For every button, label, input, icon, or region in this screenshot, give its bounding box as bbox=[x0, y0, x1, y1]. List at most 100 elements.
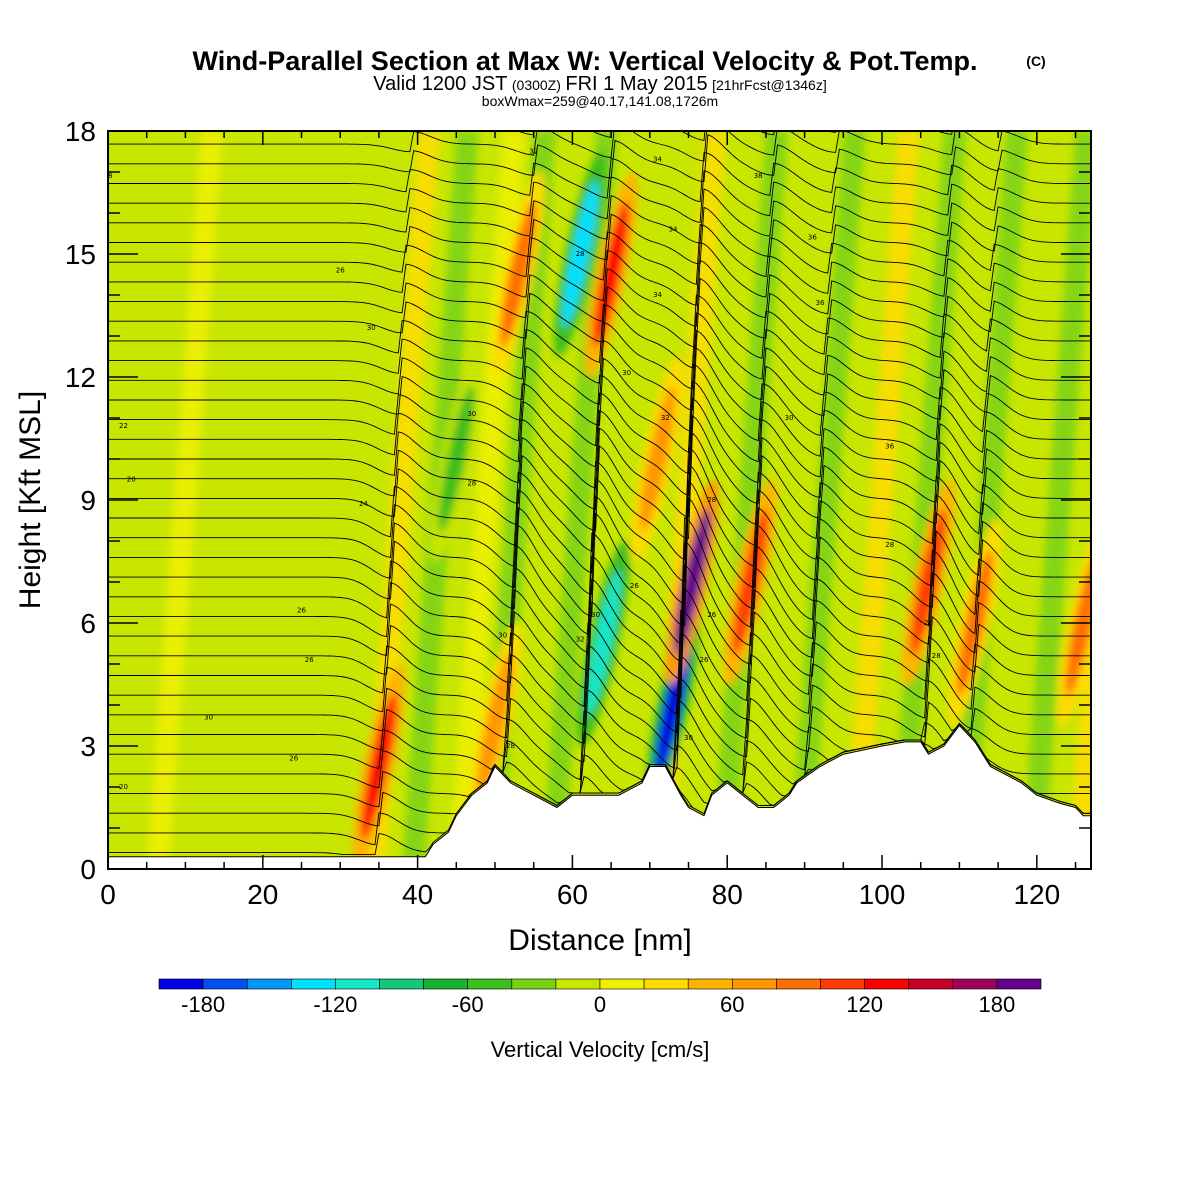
contour-label: 30 bbox=[498, 631, 507, 639]
theta-contour bbox=[108, 722, 1091, 808]
theta-contour bbox=[108, 632, 1091, 733]
colorbar-ticks: -180 -120 -60 0 60 120 180 bbox=[181, 992, 1015, 1017]
theta-contour bbox=[108, 241, 1091, 306]
contour-label: 20 bbox=[127, 476, 136, 484]
terrain bbox=[108, 724, 1091, 869]
x-tick-label: 100 bbox=[859, 879, 906, 910]
contour-label: 24 bbox=[359, 500, 368, 508]
x-tick-label: 20 bbox=[247, 879, 278, 910]
contour-label: 36 bbox=[808, 234, 817, 242]
contour-labels: 22 20 28 26 30 30 28 24 26 26 30 26 20 28 30 28 32 34 34 34… bbox=[104, 148, 941, 792]
colorbar-swatch bbox=[158, 978, 204, 990]
velocity-cell-core bbox=[593, 201, 630, 348]
contour-label: 26 bbox=[700, 656, 709, 664]
theta-contours bbox=[108, 131, 1091, 856]
theta-contour bbox=[108, 463, 1091, 583]
x-axis: 0 20 40 60 80 100 120 bbox=[100, 131, 1077, 910]
theta-contour bbox=[108, 609, 1091, 715]
theta-contour bbox=[108, 564, 1091, 680]
contour-label: 28 bbox=[924, 619, 933, 627]
contour-label: 28 bbox=[576, 250, 585, 258]
velocity-band bbox=[889, 131, 967, 869]
colorbar-tick-label: -180 bbox=[181, 992, 225, 1017]
theta-contour bbox=[108, 259, 1091, 327]
x-tick-label: 60 bbox=[557, 879, 588, 910]
chart-subtitle: Valid 1200 JST (0300Z) FRI 1 May 2015 [2… bbox=[373, 73, 826, 95]
contour-label: 34 bbox=[653, 156, 662, 164]
x-tick-label: 40 bbox=[402, 879, 433, 910]
contour-label: 28 bbox=[932, 652, 941, 660]
contour-label: 38 bbox=[754, 172, 763, 180]
colorbar-tick-label: 120 bbox=[846, 992, 883, 1017]
colorbar-tick-label: 180 bbox=[979, 992, 1016, 1017]
valid-time: Valid 1200 JST bbox=[373, 73, 507, 95]
colorbar-swatch bbox=[643, 978, 689, 990]
forecast-info: [21hrFcst@1346z] bbox=[712, 77, 827, 93]
colorbar-swatch bbox=[467, 978, 513, 990]
velocity-cell-core bbox=[732, 508, 769, 656]
theta-contour bbox=[108, 587, 1091, 698]
velocity-cell-core bbox=[477, 652, 513, 799]
velocity-band bbox=[843, 131, 920, 869]
colorbar-swatch bbox=[202, 978, 248, 990]
theta-contour bbox=[108, 479, 1091, 605]
theta-contour bbox=[108, 151, 1091, 203]
velocity-cell-core bbox=[562, 180, 599, 328]
colorbar-swatch bbox=[687, 978, 733, 990]
theta-contour bbox=[108, 134, 1091, 182]
velocity-band bbox=[1067, 554, 1091, 869]
colorbar-swatch bbox=[820, 978, 865, 990]
theta-contour bbox=[108, 188, 1091, 244]
contour-label: 36 bbox=[816, 299, 825, 307]
theta-contour bbox=[108, 540, 1091, 663]
theta-contour bbox=[108, 380, 1091, 475]
contour-label: 30 bbox=[622, 369, 631, 377]
y-tick-label: 6 bbox=[80, 608, 96, 639]
velocity-band bbox=[278, 131, 355, 869]
colorbar-swatch bbox=[290, 978, 336, 990]
y-tick-label: 15 bbox=[65, 239, 96, 270]
theta-contour bbox=[108, 677, 1091, 769]
theta-contour bbox=[108, 206, 1091, 265]
theta-contour bbox=[108, 517, 1091, 645]
theta-contour bbox=[400, 131, 999, 142]
contour-label: 30 bbox=[367, 324, 376, 332]
theta-contour bbox=[108, 397, 1091, 496]
colorbar-swatch bbox=[555, 978, 601, 990]
theta-contour bbox=[108, 414, 1091, 518]
theta-contour bbox=[108, 329, 1091, 411]
box-info: boxWmax=259@40.17,141.08,1726m bbox=[482, 93, 718, 109]
contour-label: 26 bbox=[289, 754, 298, 762]
theta-contour bbox=[108, 447, 1091, 561]
velocity-cell-core bbox=[585, 570, 622, 717]
contour-label: 28 bbox=[104, 172, 113, 180]
theta-contour bbox=[108, 170, 1091, 224]
contour-label: 34 bbox=[669, 225, 678, 233]
contour-label: 30 bbox=[684, 734, 693, 742]
contour-label: 26 bbox=[297, 607, 306, 615]
contour-label: 28 bbox=[467, 480, 476, 488]
contour-label: 32 bbox=[576, 635, 585, 643]
y-tick-label: 3 bbox=[80, 731, 96, 762]
contour-label: 28 bbox=[707, 496, 716, 504]
contour-label: 34 bbox=[653, 291, 662, 299]
contour-label: 28 bbox=[506, 742, 515, 750]
contour-label: 26 bbox=[305, 656, 314, 664]
theta-contour bbox=[108, 131, 1091, 162]
theta-contour bbox=[108, 655, 1091, 751]
x-tick-label: 120 bbox=[1013, 879, 1060, 910]
contour-label: 20 bbox=[119, 783, 128, 791]
y-tick-label: 12 bbox=[65, 362, 96, 393]
theta-contour bbox=[108, 347, 1091, 433]
theta-contour bbox=[108, 277, 1091, 348]
contour-label: 26 bbox=[336, 266, 345, 274]
theta-contour bbox=[108, 312, 1091, 390]
y-tick-label: 18 bbox=[65, 116, 96, 147]
contour-label: 30 bbox=[591, 611, 600, 619]
contour-label: 22 bbox=[119, 422, 128, 430]
velocity-cell-core bbox=[910, 508, 947, 656]
plot-area: 22 20 28 26 30 30 28 24 26 26 30 26 20 28 30 28 32 34 34 34… bbox=[104, 131, 1091, 869]
x-tick-label: 0 bbox=[100, 879, 116, 910]
colorbar-tick-label: -120 bbox=[313, 992, 357, 1017]
